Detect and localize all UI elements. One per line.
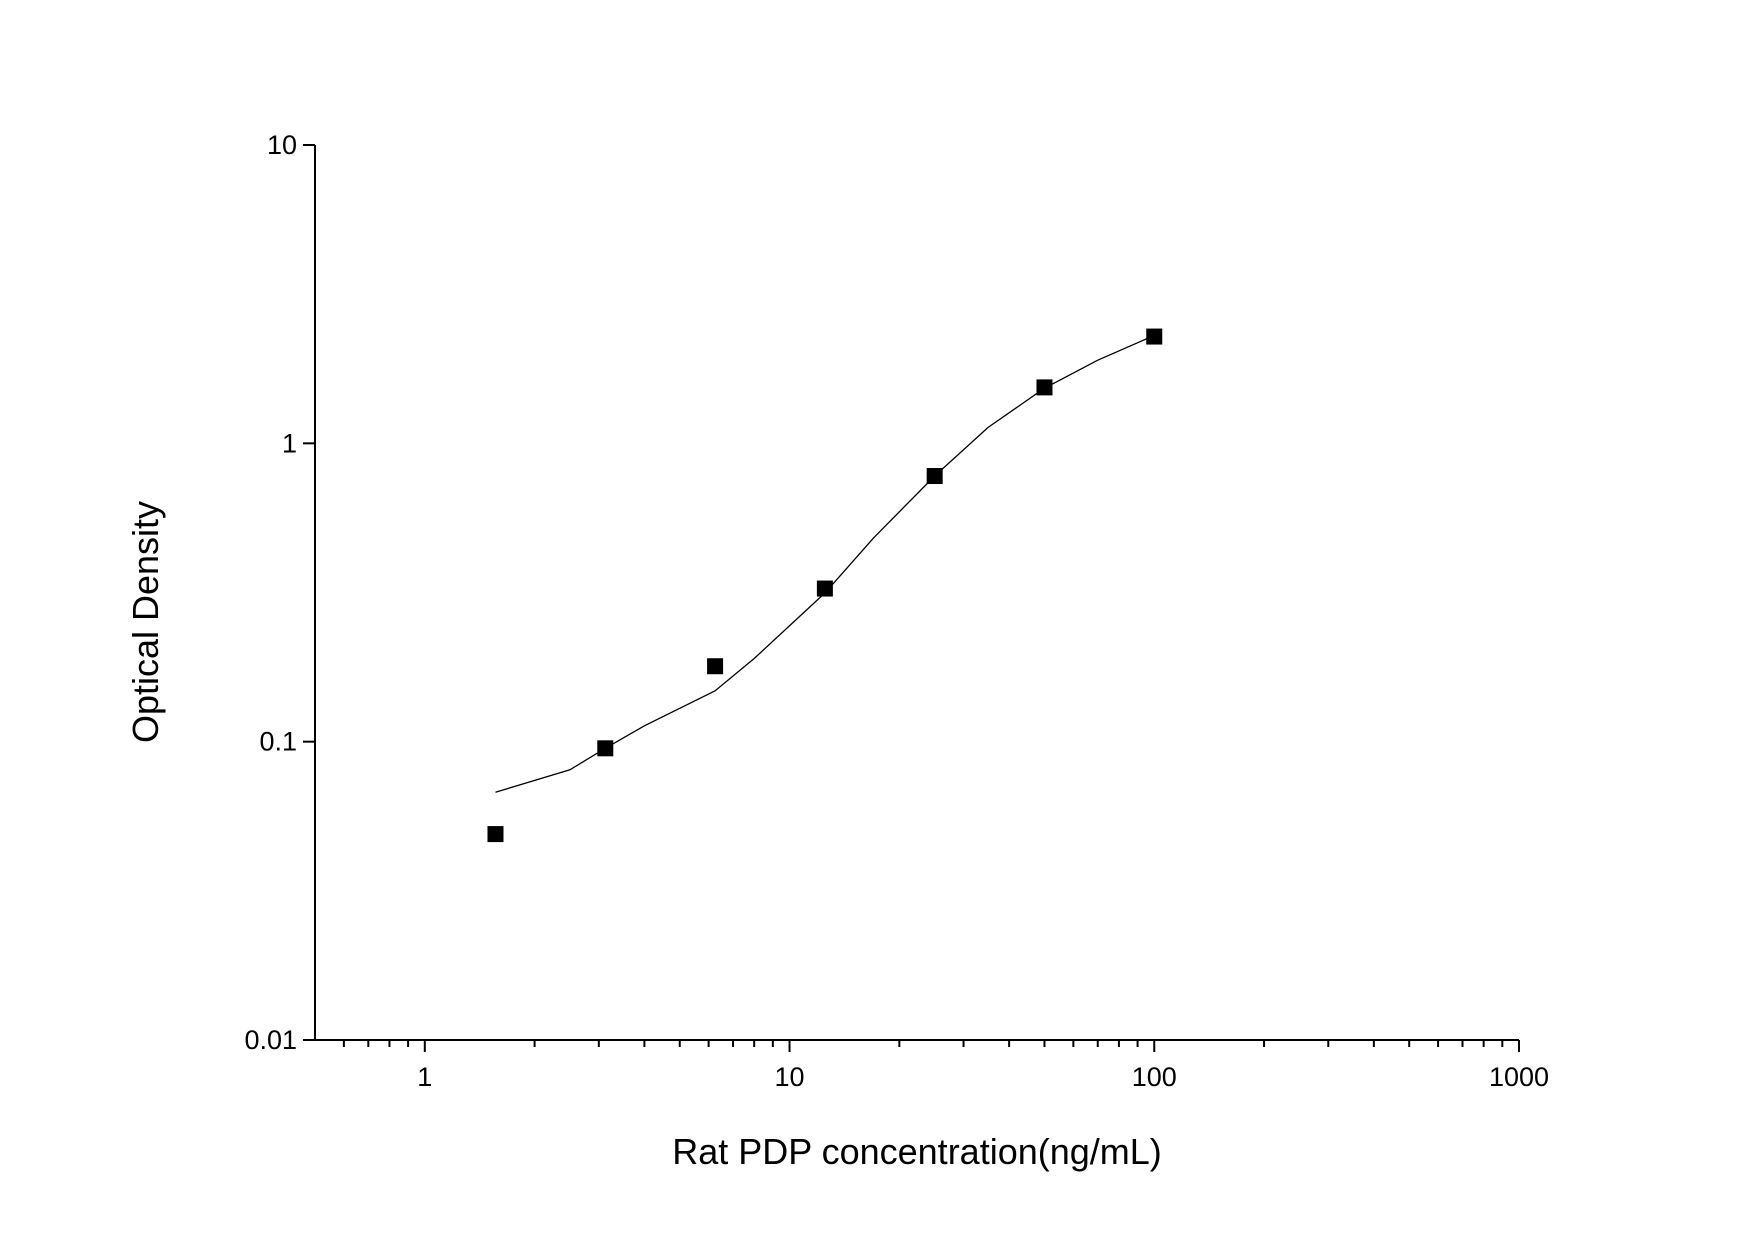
x-tick-label: 100 (1132, 1062, 1177, 1092)
y-tick-label: 10 (267, 130, 297, 160)
data-point (816, 580, 833, 597)
x-tick-label: 1 (417, 1062, 432, 1092)
y-tick-label: 1 (282, 428, 297, 458)
y-axis-title: Optical Density (125, 501, 166, 743)
y-tick-label: 0.1 (259, 727, 297, 757)
data-point (707, 658, 724, 675)
data-point (1146, 328, 1163, 345)
data-point (487, 826, 504, 843)
data-point (1036, 379, 1053, 396)
x-tick-label: 10 (775, 1062, 805, 1092)
fit-curve (495, 334, 1155, 793)
y-tick-label: 0.01 (244, 1025, 297, 1055)
x-tick-label: 1000 (1489, 1062, 1549, 1092)
x-axis-title: Rat PDP concentration(ng/mL) (672, 1131, 1162, 1172)
